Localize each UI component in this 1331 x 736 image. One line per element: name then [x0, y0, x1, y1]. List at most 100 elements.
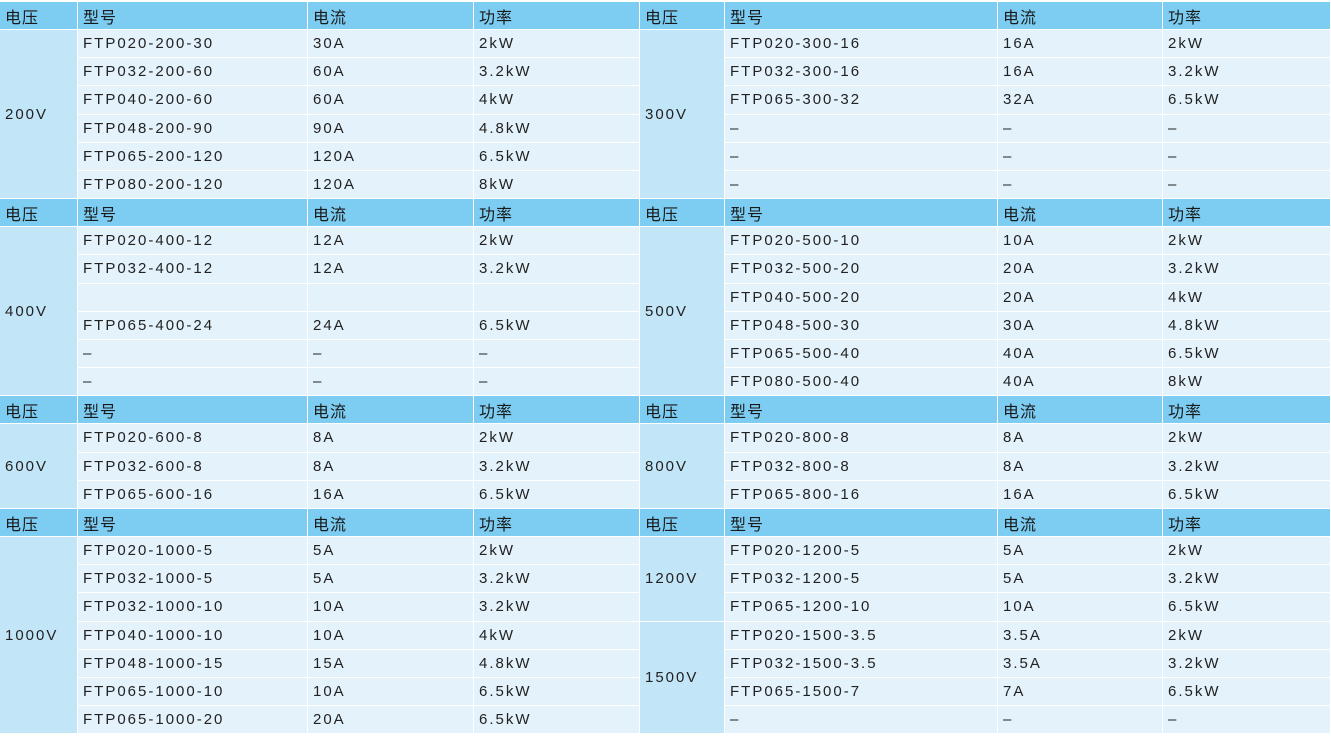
power-cell: –: [1163, 706, 1331, 735]
power-cell: 2kW: [1163, 424, 1331, 453]
model-cell: FTP020-200-30: [78, 30, 308, 59]
model-cell: FTP080-200-120: [78, 171, 308, 200]
header-cell: 型号: [78, 2, 308, 30]
model-cell: FTP032-1200-5: [725, 565, 998, 594]
voltage-cell: 300V: [640, 30, 725, 200]
current-cell: 60A: [308, 86, 474, 115]
power-cell: 2kW: [474, 537, 640, 566]
power-cell: –: [474, 340, 640, 369]
power-cell: 3.2kW: [1163, 452, 1331, 481]
model-cell: FTP032-300-16: [725, 58, 998, 87]
header-cell: 型号: [725, 396, 998, 425]
power-cell: 4.8kW: [474, 114, 640, 143]
header-cell: 电流: [308, 2, 474, 30]
header-cell: 电压: [0, 2, 78, 30]
current-cell: 10A: [308, 678, 474, 707]
header-cell: 功率: [1163, 509, 1331, 537]
header-cell: 电流: [308, 396, 474, 425]
current-cell: 30A: [998, 311, 1163, 340]
header-cell: 电压: [640, 509, 725, 537]
voltage-cell: 1500V: [640, 621, 725, 735]
current-cell: 8A: [308, 424, 474, 453]
header-cell: 型号: [78, 396, 308, 425]
model-cell: FTP032-600-8: [78, 452, 308, 481]
voltage-cell: 800V: [640, 424, 725, 509]
model-cell: –: [725, 114, 998, 143]
voltage-cell: 600V: [0, 424, 78, 509]
header-cell: 电流: [998, 2, 1163, 30]
current-cell: 10A: [998, 227, 1163, 256]
current-cell: 10A: [308, 621, 474, 650]
model-cell: FTP048-500-30: [725, 311, 998, 340]
power-cell: 2kW: [474, 424, 640, 453]
power-cell: [474, 283, 640, 312]
model-cell: FTP065-600-16: [78, 480, 308, 509]
current-cell: 20A: [998, 283, 1163, 312]
current-cell: 120A: [308, 142, 474, 171]
current-cell: 8A: [308, 452, 474, 481]
model-cell: FTP032-1000-5: [78, 565, 308, 594]
header-cell: 功率: [1163, 396, 1331, 425]
model-cell: FTP020-300-16: [725, 30, 998, 59]
model-cell: FTP032-1000-10: [78, 593, 308, 622]
power-cell: 3.2kW: [474, 255, 640, 284]
power-cell: 3.2kW: [1163, 649, 1331, 678]
power-cell: 6.5kW: [474, 142, 640, 171]
current-cell: 7A: [998, 678, 1163, 707]
power-cell: –: [1163, 171, 1331, 200]
current-cell: 20A: [998, 255, 1163, 284]
current-cell: 30A: [308, 30, 474, 59]
power-cell: 2kW: [1163, 227, 1331, 256]
current-cell: –: [998, 114, 1163, 143]
voltage-cell: 200V: [0, 30, 78, 200]
model-cell: –: [725, 142, 998, 171]
header-cell: 功率: [1163, 2, 1331, 30]
model-cell: FTP048-1000-15: [78, 649, 308, 678]
current-cell: –: [308, 340, 474, 369]
header-cell: 型号: [78, 509, 308, 537]
power-cell: –: [474, 368, 640, 397]
current-cell: 8A: [998, 424, 1163, 453]
model-cell: FTP065-300-32: [725, 86, 998, 115]
model-cell: FTP032-800-8: [725, 452, 998, 481]
power-cell: 6.5kW: [1163, 593, 1331, 622]
header-cell: 型号: [725, 509, 998, 537]
header-cell: 型号: [725, 2, 998, 30]
power-cell: 3.2kW: [474, 565, 640, 594]
header-cell: 电流: [308, 199, 474, 228]
current-cell: 5A: [308, 537, 474, 566]
model-cell: –: [78, 340, 308, 369]
header-cell: 电压: [640, 199, 725, 228]
model-cell: –: [725, 706, 998, 735]
current-cell: 3.5A: [998, 621, 1163, 650]
power-cell: 3.2kW: [474, 58, 640, 87]
power-cell: 2kW: [1163, 537, 1331, 566]
header-cell: 电流: [998, 509, 1163, 537]
model-cell: FTP032-400-12: [78, 255, 308, 284]
power-cell: 2kW: [474, 30, 640, 59]
current-cell: 16A: [998, 58, 1163, 87]
current-cell: [308, 283, 474, 312]
model-cell: FTP020-500-10: [725, 227, 998, 256]
power-cell: 8kW: [474, 171, 640, 200]
current-cell: 60A: [308, 58, 474, 87]
current-cell: 24A: [308, 311, 474, 340]
model-cell: FTP080-500-40: [725, 368, 998, 397]
power-cell: 3.2kW: [1163, 565, 1331, 594]
model-cell: FTP065-1000-20: [78, 706, 308, 735]
power-cell: 4kW: [474, 86, 640, 115]
current-cell: 40A: [998, 340, 1163, 369]
current-cell: –: [998, 171, 1163, 200]
model-cell: FTP048-200-90: [78, 114, 308, 143]
model-cell: FTP040-1000-10: [78, 621, 308, 650]
current-cell: 20A: [308, 706, 474, 735]
header-cell: 电压: [640, 2, 725, 30]
model-cell: FTP065-500-40: [725, 340, 998, 369]
power-cell: –: [1163, 142, 1331, 171]
current-cell: –: [308, 368, 474, 397]
header-cell: 功率: [1163, 199, 1331, 228]
current-cell: 16A: [998, 480, 1163, 509]
current-cell: 3.5A: [998, 649, 1163, 678]
power-cell: 6.5kW: [474, 678, 640, 707]
power-cell: 6.5kW: [474, 311, 640, 340]
